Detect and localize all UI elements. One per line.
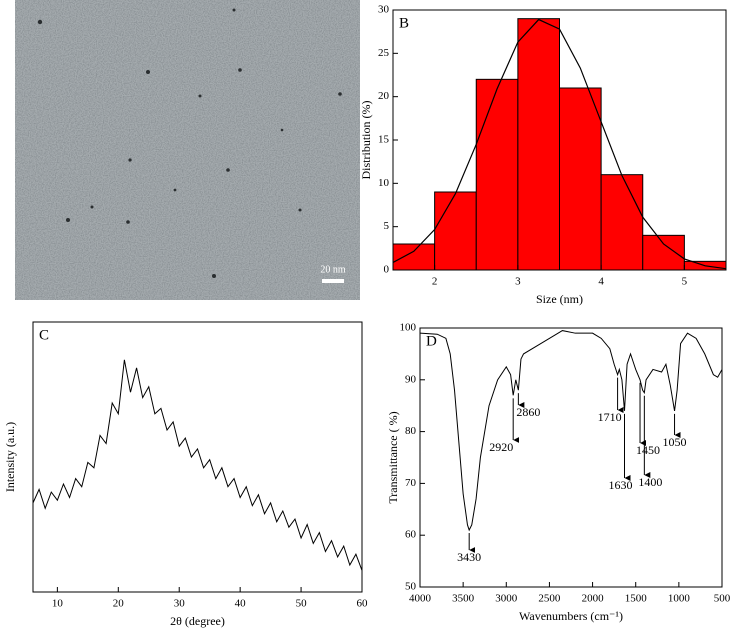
y-tick-label: 90 (405, 373, 417, 385)
x-tick-label: 3500 (452, 593, 475, 605)
panel-label: D (426, 333, 437, 349)
bar (434, 191, 477, 271)
fit-curve (393, 18, 726, 270)
y-axis-label: Distribution (%) (359, 101, 373, 180)
peak-label: 2920 (489, 440, 513, 454)
y-axis-label: Intensity (a.u.) (3, 422, 17, 492)
x-tick-label: 4 (598, 276, 604, 288)
y-tick-label: 100 (400, 322, 417, 334)
panel-label: C (39, 327, 49, 343)
y-tick-label: 30 (378, 4, 390, 16)
data-line (33, 359, 362, 571)
peak-label: 1450 (636, 443, 660, 457)
x-tick-label: 3 (515, 276, 521, 288)
x-tick-label: 5 (682, 276, 688, 288)
axes-frame (32, 321, 363, 593)
y-tick-label: 5 (384, 220, 390, 232)
x-tick-label: 20 (113, 598, 125, 610)
peak-label: 1710 (598, 410, 622, 424)
peak-label: 1400 (638, 475, 662, 489)
x-tick-label: 10 (52, 598, 64, 610)
y-tick-label: 50 (405, 581, 417, 593)
x-tick-label: 30 (174, 598, 186, 610)
x-tick-label: 40 (235, 598, 247, 610)
y-tick-label: 15 (378, 134, 390, 146)
data-line (420, 330, 722, 532)
x-tick-label: 2 (432, 276, 438, 288)
peak-label: 2860 (516, 405, 540, 419)
x-tick-label: 2000 (582, 593, 605, 605)
x-tick-label: 1000 (668, 593, 691, 605)
x-tick-label: 3000 (495, 593, 518, 605)
tem-image: 20 nm (15, 0, 360, 300)
bar (642, 234, 685, 271)
bar (600, 174, 644, 271)
scale-bar-label: 20 nm (320, 264, 346, 275)
axes-frame (419, 327, 723, 588)
y-tick-label: 60 (405, 529, 417, 541)
y-tick-label: 80 (405, 425, 417, 437)
bar (517, 18, 560, 271)
y-tick-label: 0 (384, 264, 390, 276)
y-tick-label: 10 (378, 177, 390, 189)
y-axis-label: Transmittance ( %) (386, 411, 400, 503)
x-tick-label: 2500 (538, 593, 561, 605)
y-tick-label: 25 (378, 47, 390, 59)
x-tick-label: 4000 (409, 593, 432, 605)
image-grain (15, 0, 360, 300)
x-tick-label: 1500 (625, 593, 648, 605)
y-tick-label: 70 (405, 477, 417, 489)
y-tick-label: 20 (378, 90, 390, 102)
x-tick-label: 60 (357, 598, 369, 610)
peak-label: 1630 (608, 478, 632, 492)
bar (475, 78, 519, 271)
x-axis-label: Wavenumbers (cm⁻¹) (519, 609, 623, 623)
x-tick-label: 50 (296, 598, 308, 610)
x-axis-label: 2θ (degree) (170, 614, 225, 628)
particles (37, 8, 342, 278)
bar (392, 243, 436, 271)
x-tick-label: 500 (714, 593, 731, 605)
peak-label: 1050 (663, 435, 687, 449)
panel-label: B (399, 15, 409, 31)
x-axis-label: Size (nm) (536, 292, 583, 306)
bar (559, 87, 602, 271)
scale-bar (322, 279, 344, 283)
peak-label: 3430 (457, 550, 481, 564)
